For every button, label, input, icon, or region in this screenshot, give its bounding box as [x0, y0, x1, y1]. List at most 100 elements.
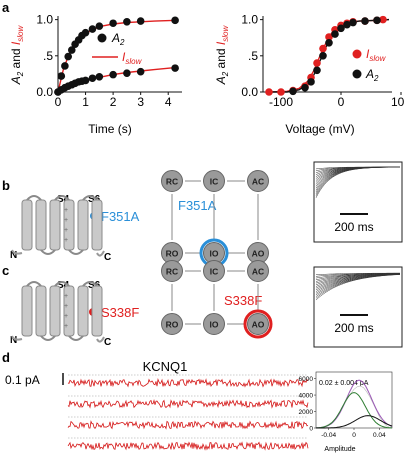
helix-loop [26, 195, 42, 201]
legend-marker-a2 [97, 33, 107, 43]
data-point [325, 33, 333, 41]
helix-loop [82, 195, 98, 201]
hist-x-tick-label: 0.04 [373, 432, 386, 439]
chart-a-voltage: A2 and Islow Voltage (mV) Islow A2 -100 0… [214, 13, 404, 136]
charge-plus: + [64, 217, 68, 224]
channel-b-n-label: N [10, 250, 17, 261]
data-point [61, 62, 69, 70]
data-point [313, 66, 321, 75]
channel-topology-b: S4 S6 N C F351A + + + + [10, 194, 140, 263]
channel-c-s6-label: S6 [88, 280, 101, 291]
x-tick-label: 3 [137, 95, 144, 109]
data-point [88, 74, 97, 83]
channel-b-c-label: C [104, 252, 111, 263]
data-point [343, 20, 351, 29]
transmembrane-helix [21, 285, 33, 337]
data-point [67, 46, 76, 54]
trace-c-frame [313, 266, 403, 348]
a-right-legend: Islow A2 [352, 47, 387, 83]
data-point [64, 52, 72, 61]
panel-label-c: c [2, 263, 9, 278]
data-point [57, 72, 66, 80]
state-node-ao [247, 313, 269, 335]
hist-y-tick-label: 0 [309, 426, 313, 433]
data-point [379, 15, 387, 24]
state-label-ro: RO [166, 320, 179, 330]
legend-marker-islow [352, 49, 362, 59]
helix-loop [68, 335, 84, 341]
data-point [319, 52, 327, 60]
trace-b-scale-label: 200 ms [334, 220, 373, 234]
legend-label-islow-right: Islow [366, 47, 387, 63]
state-node-rc [161, 260, 183, 282]
c-terminus-tail [96, 336, 105, 343]
helix-loop [40, 249, 56, 255]
channel-b-s6-label: S6 [88, 194, 101, 205]
helix-loop [40, 335, 56, 341]
transmembrane-helix [35, 285, 47, 337]
a-right-xlabel: Voltage (mV) [285, 122, 354, 136]
channel-c-s4-label: S4 [57, 280, 70, 291]
chart-a-time: A2 and Islow Time (s) A2 Islow 0 1 2 3 4 0.0.… [9, 13, 182, 136]
data-point [307, 78, 315, 86]
current-trace [315, 166, 400, 187]
hist-y-tick-label: 2000 [299, 409, 314, 416]
helix-loop [54, 195, 70, 201]
x-tick-label: 4 [165, 95, 172, 109]
state-node-ic [203, 170, 225, 192]
data-point [265, 88, 273, 96]
charge-plus: + [64, 313, 68, 320]
state-label-rc: RC [166, 177, 178, 187]
hist-x-tick-label: -0.04 [321, 432, 336, 439]
panel-label-d: d [2, 350, 10, 365]
data-point [289, 87, 297, 96]
data-point [81, 28, 90, 37]
charge-plus: + [64, 227, 68, 234]
data-point [319, 44, 327, 53]
data-point [337, 24, 345, 33]
data-point [95, 73, 104, 81]
data-point [171, 64, 179, 72]
data-point [373, 16, 381, 25]
sweep-trace [67, 398, 309, 409]
a-left-legend: A2 Islow [92, 31, 143, 66]
state-node-ic [203, 260, 225, 282]
charge-plus: + [64, 293, 68, 300]
state-label-ic: IC [210, 267, 219, 277]
x-tick-label: 0 [55, 95, 62, 109]
channel-topology-c: S4 S6 N C S338F + + + + [10, 280, 139, 348]
charge-plus: + [64, 323, 68, 330]
panel-label-b: b [2, 178, 10, 193]
state-label-ao: AO [252, 320, 265, 330]
data-point [136, 17, 145, 25]
charge-plus: + [64, 303, 68, 310]
state-label-ac: AC [252, 177, 264, 187]
state-label-ac: AC [252, 267, 264, 277]
hist-y-tick-label: 6000 [299, 376, 314, 383]
data-point [81, 76, 90, 85]
x-tick-label: 0 [338, 95, 345, 109]
sweep-trace [67, 441, 309, 451]
transmembrane-helix [49, 199, 61, 251]
charge-plus: + [64, 237, 68, 244]
hist-xlabel: Amplitude [324, 446, 355, 453]
y-tick-label: .5 [248, 49, 258, 63]
state-node-ac [247, 260, 269, 282]
state-label-ic: IC [210, 177, 219, 187]
legend-label-a2: A2 [111, 31, 125, 47]
scheme-c-mutation-label: S338F [224, 293, 262, 308]
sweep-trace [67, 377, 309, 388]
state-label-ao: AO [252, 249, 265, 259]
state-node-rc [161, 170, 183, 192]
state-node-io [203, 313, 225, 335]
hist-y-tick-label: 4000 [299, 393, 314, 400]
transmembrane-helix [49, 285, 61, 337]
x-tick-label: 100 [391, 95, 404, 109]
channel-c-n-label: N [10, 335, 17, 346]
sweeps-scale-label: 0.1 pA [5, 373, 40, 387]
x-tick-label: 1 [82, 95, 89, 109]
current-trace [315, 166, 400, 198]
data-point [301, 83, 309, 92]
c-terminus-tail [96, 250, 105, 257]
sweeps-title: KCNQ1 [143, 359, 188, 374]
